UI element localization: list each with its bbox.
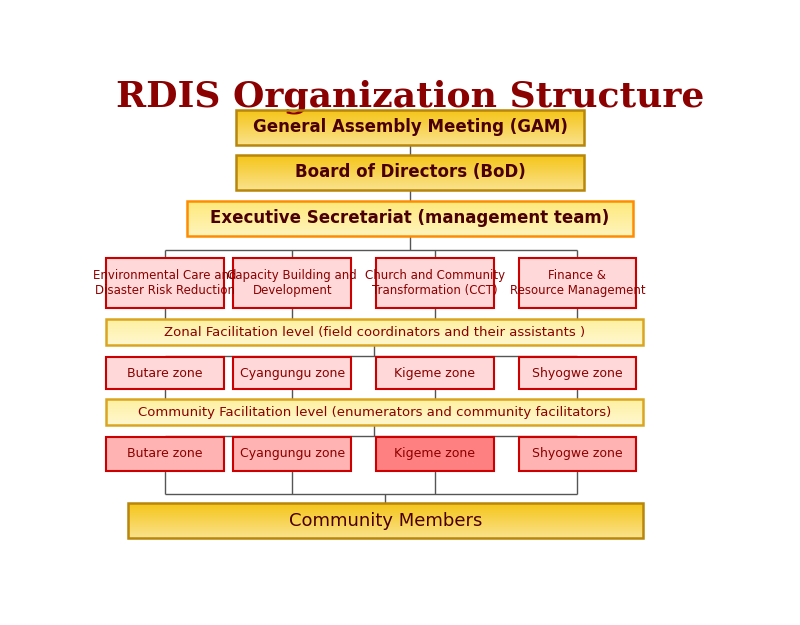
Bar (106, 399, 642, 426)
Text: Kigeme zone: Kigeme zone (394, 448, 475, 460)
FancyBboxPatch shape (106, 357, 224, 389)
Text: Finance &
Resource Management: Finance & Resource Management (510, 269, 646, 297)
Text: Community Members: Community Members (289, 512, 482, 529)
Text: Shyogwe zone: Shyogwe zone (532, 367, 622, 379)
Text: Capacity Building and
Development: Capacity Building and Development (227, 269, 357, 297)
FancyBboxPatch shape (376, 437, 494, 471)
Text: General Assembly Meeting (GAM): General Assembly Meeting (GAM) (253, 119, 567, 136)
Bar (187, 201, 634, 236)
FancyBboxPatch shape (376, 258, 494, 308)
FancyBboxPatch shape (518, 357, 636, 389)
Text: Environmental Care and
Disaster Risk Reduction: Environmental Care and Disaster Risk Red… (94, 269, 237, 297)
FancyBboxPatch shape (518, 437, 636, 471)
Text: Butare zone: Butare zone (127, 367, 203, 379)
Text: Zonal Facilitation level (field coordinators and their assistants ): Zonal Facilitation level (field coordina… (164, 326, 585, 339)
Bar (106, 319, 642, 346)
Text: Shyogwe zone: Shyogwe zone (532, 448, 622, 460)
FancyBboxPatch shape (106, 437, 224, 471)
Text: Cyangungu zone: Cyangungu zone (240, 448, 345, 460)
FancyBboxPatch shape (376, 357, 494, 389)
FancyBboxPatch shape (234, 357, 351, 389)
FancyBboxPatch shape (518, 258, 636, 308)
Bar (128, 503, 642, 538)
Text: RDIS Organization Structure: RDIS Organization Structure (116, 79, 704, 114)
FancyBboxPatch shape (234, 437, 351, 471)
Text: Cyangungu zone: Cyangungu zone (240, 367, 345, 379)
Text: Church and Community
Transformation (CCT): Church and Community Transformation (CCT… (365, 269, 505, 297)
FancyBboxPatch shape (106, 258, 224, 308)
Text: Board of Directors (BoD): Board of Directors (BoD) (294, 163, 526, 181)
Text: Executive Secretariat (management team): Executive Secretariat (management team) (210, 209, 610, 227)
Text: Community Facilitation level (enumerators and community facilitators): Community Facilitation level (enumerator… (138, 406, 611, 419)
Bar (237, 155, 584, 189)
Bar (237, 110, 584, 145)
FancyBboxPatch shape (234, 258, 351, 308)
Text: Kigeme zone: Kigeme zone (394, 367, 475, 379)
Text: Butare zone: Butare zone (127, 448, 203, 460)
